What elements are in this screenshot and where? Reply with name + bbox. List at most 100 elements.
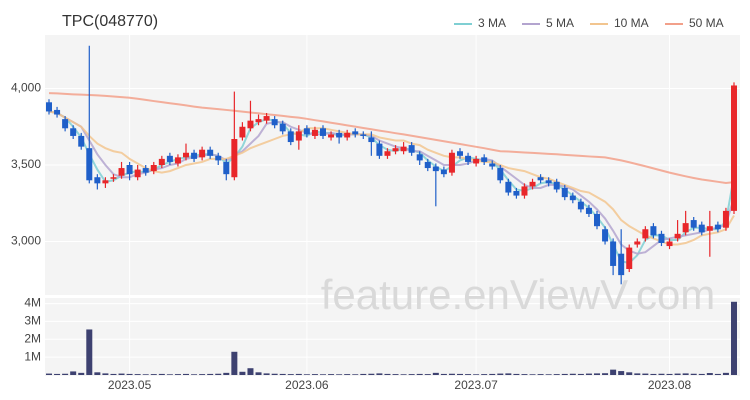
volume-bar [658,373,665,375]
candle-body [392,148,399,152]
candle-body [126,165,133,175]
volume-bar [666,373,673,375]
y-tick-label: 3,500 [11,157,41,171]
volume-tick-label: 2M [24,331,41,345]
candle-body [384,151,391,156]
volume-bar [448,373,455,375]
candle-body [626,247,633,269]
volume-bar [714,373,721,375]
candle-body [118,168,125,176]
volume-bar [352,374,359,375]
candle-body [650,226,657,236]
watermark: feature.enViewV.com [321,271,716,318]
candle-body [698,224,705,233]
volume-bar [424,374,431,375]
volume-bar [368,373,375,375]
legend-label: 10 MA [614,16,649,30]
candle-body [731,85,737,211]
volume-bar [521,374,528,375]
legend-label: 3 MA [478,16,506,30]
volume-bar [231,351,238,375]
volume-bar [102,373,109,375]
candle-body [328,134,335,138]
chart-title: TPC(048770) [62,13,158,30]
candle-body [376,143,383,156]
candle-body [440,169,447,175]
volume-bar [513,373,520,375]
volume-bar [400,374,407,375]
volume-bar [223,372,230,375]
candle-body [424,161,431,169]
volume-bar [722,372,729,375]
candle-body [183,152,189,158]
candle-body [666,241,673,247]
candle-body [634,241,641,245]
volume-bar [553,374,560,375]
volume-bar [110,373,117,375]
volume-bar [239,371,246,375]
candle-body [344,132,351,138]
volume-bar [142,374,149,375]
candle-body [239,126,246,138]
candle-body [658,233,665,243]
volume-bar [690,373,697,375]
candle-body [368,137,375,143]
volume-bar [199,374,206,375]
candle-body [513,191,520,196]
volume-bar [255,372,262,375]
volume-bar [497,373,504,375]
candle-body [166,155,173,162]
volume-bar [698,373,705,375]
legend-label: 5 MA [546,16,574,30]
candle-body [158,158,165,165]
volume-bar [46,373,52,375]
candle-body [215,155,222,161]
volume-bar [183,373,189,375]
candle-body [408,145,415,153]
candle-body [618,253,625,276]
candle-body [714,224,721,230]
candle-body [497,168,504,181]
volume-bar [303,374,310,375]
candle-body [271,119,278,126]
volume-bar [545,374,552,375]
candle-body [505,181,512,193]
volume-bar [529,374,536,375]
x-tick-label: 2023.08 [648,378,692,392]
candle-body [529,181,536,187]
candle-body [174,157,181,164]
volume-bar [416,373,423,375]
candle-body [207,149,214,156]
volume-bar [295,373,302,375]
candle-body [287,131,294,143]
candle-body [448,152,455,173]
volume-bar [384,373,391,375]
candle-body [577,201,584,210]
candle-body [682,223,689,233]
candle-body [199,149,206,158]
candle-body [545,180,552,184]
volume-bar [191,374,198,375]
candle-body [416,154,423,161]
y-tick-label: 4,000 [11,81,41,95]
volume-bar [94,372,101,375]
candle-body [602,229,609,242]
volume-bar [634,373,641,375]
candle-body [295,131,302,141]
volume-bar [489,373,496,375]
volume-bar [585,373,592,375]
volume-bar [215,373,222,375]
volume-bar [505,373,512,375]
volume-bar [279,373,286,375]
candle-body [473,158,480,164]
volume-bar [650,373,657,375]
candle-body [594,213,600,227]
volume-bar [706,373,713,375]
ma-line [48,110,735,255]
candle-body [231,139,238,178]
candle-body [489,163,496,167]
candle-body [70,128,77,136]
x-tick-label: 2023.05 [108,378,152,392]
candle-body [569,195,576,201]
volume-bar [731,301,737,375]
